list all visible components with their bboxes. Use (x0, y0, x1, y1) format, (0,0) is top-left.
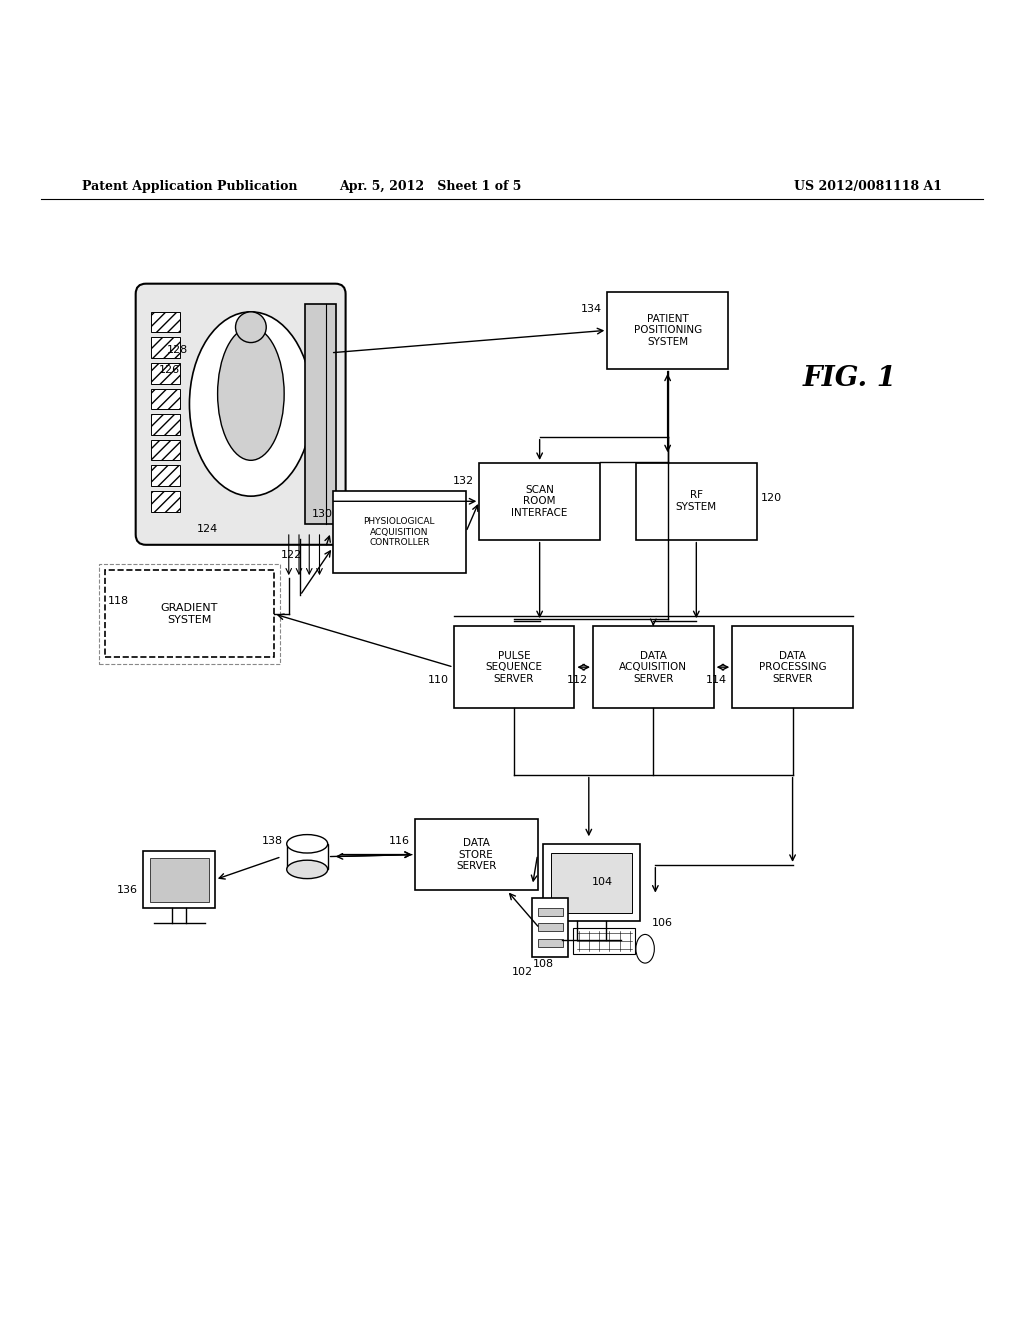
Bar (287, 843, 328, 870)
Ellipse shape (636, 935, 654, 964)
Bar (607, 292, 728, 368)
Bar (312, 392, 335, 412)
Ellipse shape (217, 327, 284, 461)
Text: 130: 130 (311, 508, 333, 519)
Bar (543, 845, 640, 921)
Bar (104, 570, 274, 657)
Text: PHYSIOLOGICAL
ACQUISITION
CONTROLLER: PHYSIOLOGICAL ACQUISITION CONTROLLER (364, 517, 435, 546)
Text: 102: 102 (512, 968, 534, 977)
Text: 132: 132 (453, 477, 474, 486)
Ellipse shape (287, 861, 328, 879)
Text: 134: 134 (581, 304, 602, 314)
Bar (98, 564, 281, 664)
Bar (593, 626, 714, 708)
Text: 114: 114 (706, 675, 727, 685)
Ellipse shape (189, 312, 312, 496)
Bar (333, 491, 466, 573)
Text: 108: 108 (532, 960, 554, 969)
Bar (312, 417, 335, 438)
Text: 104: 104 (592, 878, 613, 887)
Bar (152, 414, 180, 434)
Text: DATA
STORE
SERVER: DATA STORE SERVER (456, 838, 497, 871)
Text: RF
SYSTEM: RF SYSTEM (676, 491, 717, 512)
Bar (305, 304, 336, 524)
Text: 116: 116 (388, 837, 410, 846)
Bar (538, 908, 563, 916)
Text: PULSE
SEQUENCE
SERVER: PULSE SEQUENCE SERVER (485, 651, 543, 684)
Bar (454, 626, 574, 708)
Text: 124: 124 (197, 524, 218, 535)
Ellipse shape (287, 834, 328, 853)
Text: 136: 136 (117, 886, 138, 895)
Text: 118: 118 (108, 595, 129, 606)
Bar (636, 463, 757, 540)
Bar (312, 469, 335, 488)
Ellipse shape (236, 312, 266, 343)
Bar (152, 491, 180, 512)
Text: SCAN
ROOM
INTERFACE: SCAN ROOM INTERFACE (511, 484, 568, 517)
Bar (415, 818, 538, 891)
Text: 122: 122 (281, 549, 302, 560)
Bar (551, 853, 632, 913)
Bar (152, 388, 180, 409)
Bar (152, 312, 180, 333)
Bar (152, 440, 180, 461)
Bar (152, 363, 180, 384)
Text: DATA
ACQUISITION
SERVER: DATA ACQUISITION SERVER (620, 651, 687, 684)
Text: US 2012/0081118 A1: US 2012/0081118 A1 (794, 181, 942, 194)
Bar (152, 466, 180, 486)
Text: GRADIENT
SYSTEM: GRADIENT SYSTEM (161, 603, 218, 624)
Bar (573, 928, 635, 954)
Text: 112: 112 (566, 675, 588, 685)
Bar (152, 338, 180, 358)
Text: Apr. 5, 2012   Sheet 1 of 5: Apr. 5, 2012 Sheet 1 of 5 (339, 181, 521, 194)
Text: PATIENT
POSITIONING
SYSTEM: PATIENT POSITIONING SYSTEM (634, 314, 701, 347)
Text: 110: 110 (427, 675, 449, 685)
Bar (150, 858, 209, 902)
Bar (312, 444, 335, 463)
Text: 138: 138 (261, 837, 283, 846)
Bar (538, 923, 563, 932)
Text: 126: 126 (159, 366, 180, 375)
Text: 106: 106 (652, 919, 674, 928)
Text: 120: 120 (761, 494, 782, 503)
Bar (538, 939, 563, 946)
Bar (732, 626, 853, 708)
Bar (143, 851, 215, 908)
Bar (532, 898, 568, 957)
Bar (312, 366, 335, 387)
Text: Patent Application Publication: Patent Application Publication (82, 181, 297, 194)
Bar (479, 463, 600, 540)
FancyBboxPatch shape (135, 284, 345, 545)
Bar (312, 341, 335, 360)
Text: FIG. 1: FIG. 1 (803, 364, 897, 392)
Text: 128: 128 (167, 345, 188, 355)
Text: DATA
PROCESSING
SERVER: DATA PROCESSING SERVER (759, 651, 826, 684)
